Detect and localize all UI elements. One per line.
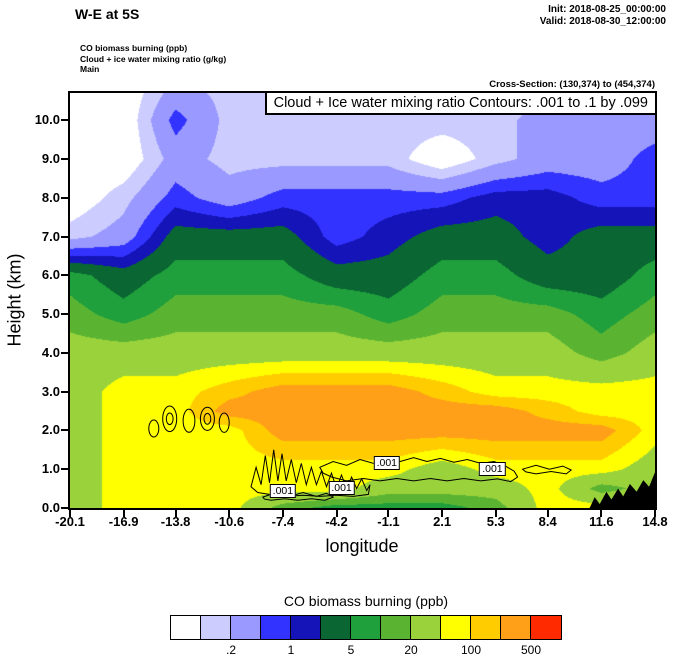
x-tick-mark: [335, 510, 338, 517]
field-legend: CO biomass burning (ppb) Cloud + ice wat…: [80, 43, 226, 75]
colorbar-cell: [231, 616, 261, 639]
x-tick-mark: [441, 510, 444, 517]
colorbar: [170, 615, 562, 640]
cloud-contour-label: .001: [373, 456, 401, 471]
cloud-contour-label: .001: [269, 483, 297, 498]
y-tick-mark: [61, 119, 68, 122]
y-tick-label: 0.0: [41, 500, 60, 515]
colorbar-tick-label: 1: [287, 643, 295, 657]
legend-line-fill: CO biomass burning (ppb): [80, 43, 188, 53]
colorbar-title: CO biomass burning (ppb): [283, 593, 449, 609]
colorbar-cell: [321, 616, 351, 639]
y-tick-mark: [61, 235, 68, 238]
y-tick-label: 2.0: [41, 422, 60, 438]
x-tick-mark: [281, 510, 284, 517]
y-tick-mark: [61, 390, 68, 393]
contour-info-banner: Cloud + Ice water mixing ratio Contours:…: [264, 91, 657, 115]
x-tick-label: 11.6: [589, 514, 614, 529]
x-tick-label: -10.6: [214, 514, 245, 529]
y-tick-mark: [61, 507, 68, 509]
plot-area: Cloud + Ice water mixing ratio Contours:…: [68, 91, 657, 510]
colorbar-tick-label: 500: [520, 643, 542, 657]
x-tick-label: 8.4: [538, 514, 557, 529]
x-axis-title: longitude: [325, 536, 399, 556]
y-tick-label: 6.0: [41, 267, 60, 283]
colorbar-cell: [381, 616, 411, 639]
y-tick-mark: [61, 313, 68, 316]
x-tick-mark: [69, 510, 71, 517]
x-tick-label: -13.8: [160, 514, 191, 529]
x-tick-label: -1.1: [377, 514, 400, 529]
y-tick-label: 4.0: [41, 344, 60, 360]
x-tick-mark: [228, 510, 231, 517]
y-tick-label: 7.0: [41, 228, 60, 244]
y-tick-label: 1.0: [41, 461, 60, 477]
x-tick-mark: [122, 510, 125, 517]
init-time: Init: 2018-08-25_00:00:00: [548, 4, 666, 15]
cloud-contour-ellipse: [148, 419, 160, 438]
cloud-contour-line: [521, 464, 573, 475]
cloud-contour-ellipse: [182, 408, 196, 433]
x-tick-label: 14.8: [642, 514, 668, 529]
colorbar-cell: [531, 616, 561, 639]
x-tick-mark: [174, 510, 177, 517]
colorbar-cell: [201, 616, 231, 639]
x-tick-mark: [546, 510, 549, 517]
y-tick-label: 9.0: [41, 150, 60, 166]
y-tick-label: 5.0: [41, 306, 60, 322]
cloud-contour-ellipse: [165, 412, 174, 426]
colorbar-cell: [291, 616, 321, 639]
colorbar-tick-label: 100: [460, 643, 482, 657]
y-tick-mark: [61, 157, 68, 160]
page-title: W-E at 5S: [75, 6, 140, 22]
colorbar-tick-label: 20: [404, 643, 418, 657]
x-tick-label: -20.1: [55, 514, 85, 529]
colorbar-cell: [351, 616, 381, 639]
colorbar-tick-label: 5: [347, 643, 355, 657]
x-tick-mark: [600, 510, 603, 517]
contour-overlay: [148, 405, 655, 508]
colorbar-cell: [411, 616, 441, 639]
y-tick-label: 3.0: [41, 383, 60, 399]
legend-line-contour: Cloud + ice water mixing ratio (g/kg): [80, 53, 227, 64]
x-tick-label: 2.1: [433, 514, 452, 529]
cloud-contour-ellipse: [162, 405, 178, 433]
cloud-contour-ellipse: [218, 412, 230, 433]
colorbar-cell: [471, 616, 501, 639]
legend-line-domain: Main: [80, 64, 100, 74]
y-tick-label: 8.0: [41, 189, 60, 205]
terrain-silhouette: [589, 472, 655, 508]
x-tick-mark: [654, 510, 656, 517]
colorbar-cell: [501, 616, 531, 639]
x-tick-label: 5.3: [486, 514, 505, 529]
y-tick-mark: [61, 274, 68, 277]
colorbar-tick-label: .2: [225, 643, 237, 657]
cloud-contour-label: .001: [479, 462, 506, 477]
y-tick-mark: [61, 429, 68, 432]
cloud-contour-ellipse: [203, 412, 212, 425]
cloud-contour-ellipse: [199, 406, 215, 431]
y-tick-mark: [61, 351, 68, 354]
colorbar-cell: [261, 616, 291, 639]
x-tick-mark: [387, 510, 390, 517]
x-tick-label: -4.2: [325, 514, 348, 529]
y-tick-label: 10.0: [34, 112, 60, 128]
colorbar-cell: [441, 616, 471, 639]
cloud-contour-label: .001: [328, 480, 355, 495]
cross-section-info: Cross-Section: (130,374) to (454,374): [489, 79, 655, 90]
y-tick-mark: [61, 196, 68, 199]
colorbar-cell: [171, 616, 201, 639]
run-info: Init: 2018-08-25_00:00:00 Valid: 2018-08…: [540, 4, 666, 28]
x-tick-label: -16.9: [108, 514, 139, 529]
valid-time: Valid: 2018-08-30_12:00:00: [539, 16, 666, 27]
y-tick-mark: [61, 468, 68, 471]
x-tick-label: -7.4: [271, 514, 295, 529]
heatmap-canvas: [70, 93, 655, 508]
x-tick-mark: [494, 510, 497, 517]
